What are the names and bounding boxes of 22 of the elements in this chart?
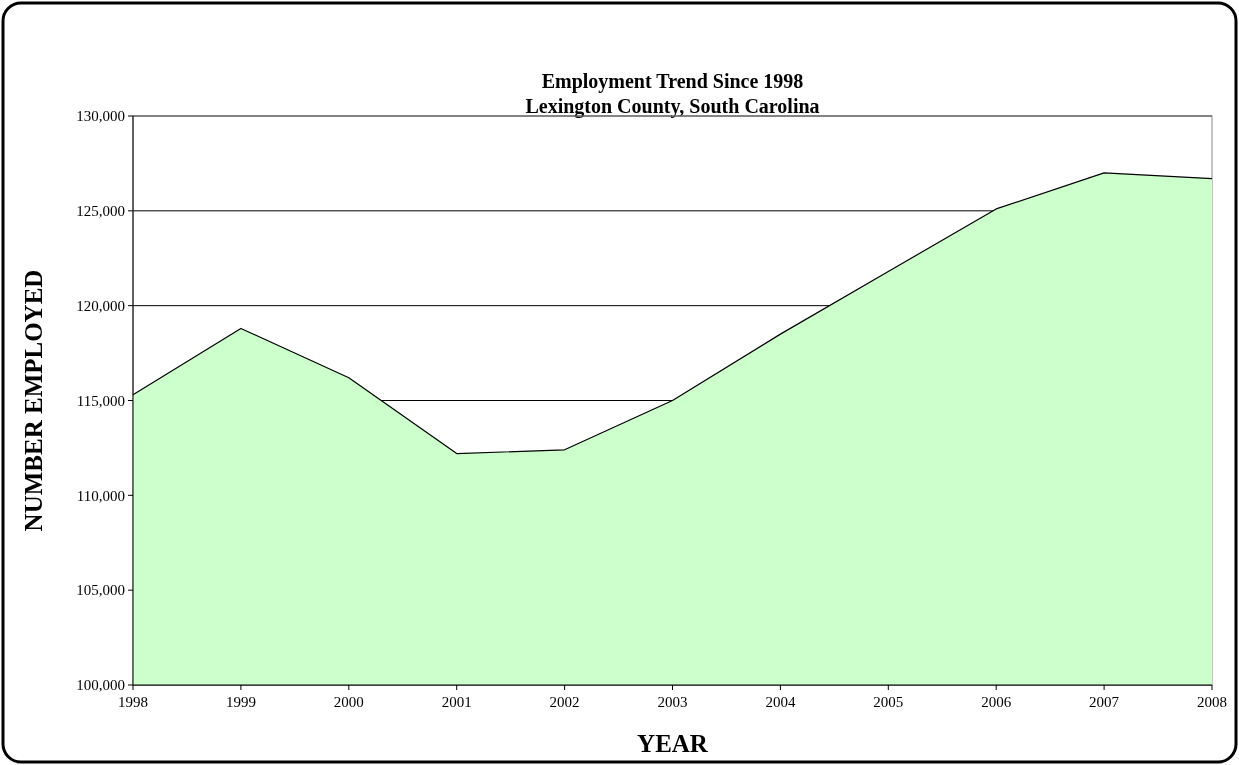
y-tick-label: 105,000 xyxy=(76,582,125,599)
x-axis-title: YEAR xyxy=(637,730,709,757)
x-tick-label: 1999 xyxy=(225,694,256,710)
x-tick-label: 2000 xyxy=(333,694,364,710)
chart-title: Employment Trend Since 1998 xyxy=(541,70,804,93)
chart-subtitle: Lexington County, South Carolina xyxy=(525,95,820,118)
y-axis-title: NUMBER EMPLOYED xyxy=(20,269,47,532)
x-tick-label: 2005 xyxy=(873,694,904,710)
y-tick-label: 130,000 xyxy=(76,108,125,125)
x-tick-label: 1998 xyxy=(118,694,148,710)
y-tick-label: 115,000 xyxy=(76,392,125,409)
x-tick-label: 2001 xyxy=(441,694,472,710)
y-tick-label: 110,000 xyxy=(76,487,125,504)
y-tick-label: 120,000 xyxy=(76,297,125,314)
x-tick-label: 2006 xyxy=(981,694,1012,710)
x-tick-label: 2003 xyxy=(657,694,688,710)
x-tick-label: 2004 xyxy=(765,694,796,710)
y-tick-label: 100,000 xyxy=(76,677,125,694)
x-tick-label: 2002 xyxy=(549,694,580,710)
x-tick-label: 2007 xyxy=(1089,694,1120,710)
x-tick-label: 2008 xyxy=(1197,694,1227,710)
y-tick-label: 125,000 xyxy=(76,203,125,220)
